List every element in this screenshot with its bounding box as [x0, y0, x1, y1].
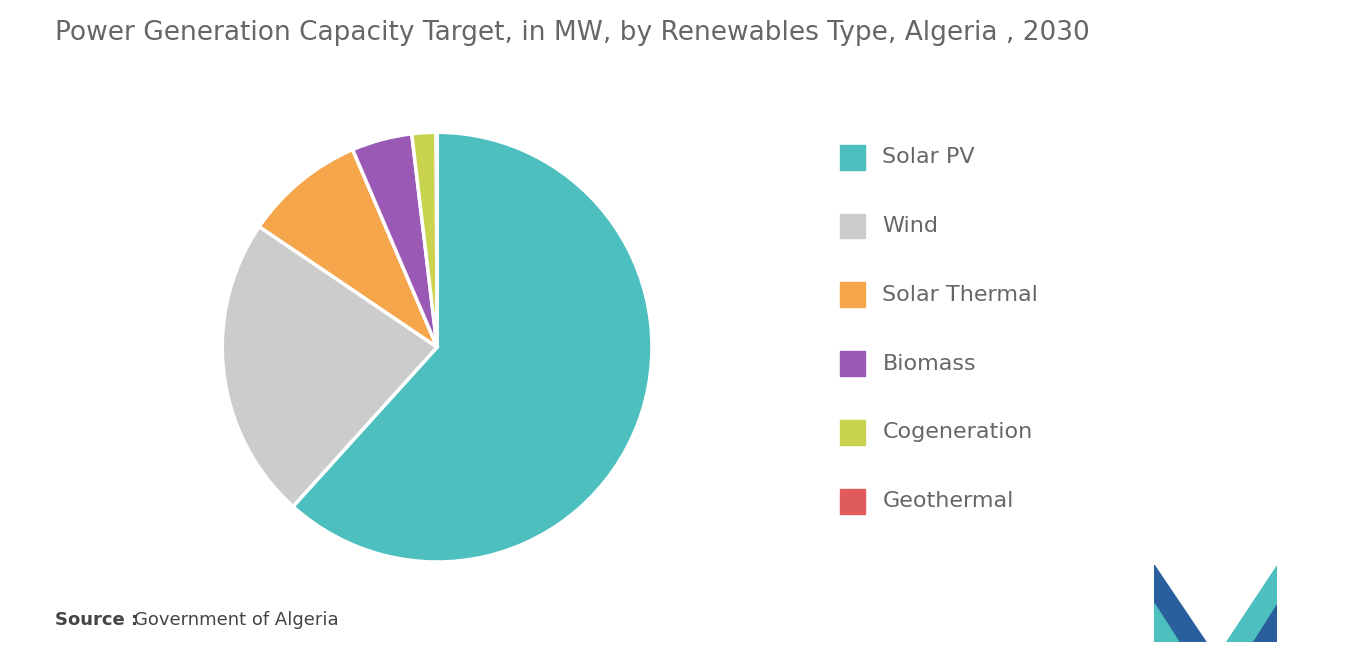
Wedge shape — [411, 132, 437, 347]
Text: Wind: Wind — [882, 216, 938, 236]
Text: Cogeneration: Cogeneration — [882, 422, 1033, 442]
Text: Power Generation Capacity Target, in MW, by Renewables Type, Algeria , 2030: Power Generation Capacity Target, in MW,… — [55, 20, 1090, 46]
Text: Solar Thermal: Solar Thermal — [882, 285, 1038, 305]
Text: Solar PV: Solar PV — [882, 147, 975, 167]
Text: Biomass: Biomass — [882, 354, 977, 373]
Wedge shape — [223, 227, 437, 506]
Wedge shape — [260, 149, 437, 347]
Wedge shape — [352, 134, 437, 347]
Polygon shape — [1253, 604, 1277, 642]
Text: Government of Algeria: Government of Algeria — [134, 611, 339, 629]
Text: Source :: Source : — [55, 611, 138, 629]
Polygon shape — [1154, 565, 1206, 642]
Polygon shape — [1154, 604, 1179, 642]
Polygon shape — [1225, 565, 1277, 642]
Wedge shape — [292, 132, 652, 562]
Text: Geothermal: Geothermal — [882, 491, 1014, 511]
